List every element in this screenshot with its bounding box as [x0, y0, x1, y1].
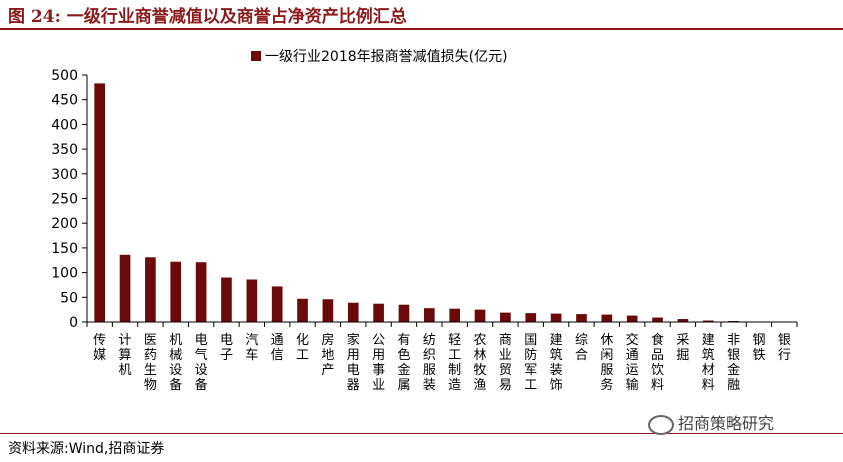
bar-0	[94, 83, 106, 322]
x-tick-label: 医药生物	[144, 333, 157, 393]
x-tick-label: 计算机	[119, 333, 132, 378]
x-tick-label: 汽车	[245, 333, 258, 363]
footer-divider	[0, 433, 843, 434]
bar-21	[626, 315, 638, 322]
bar-10	[347, 302, 359, 322]
y-tick-label: 50	[60, 290, 78, 306]
y-tick-label: 500	[51, 68, 78, 84]
figure-title: 图 24: 一级行业商誉减值以及商誉占净资产比例汇总	[8, 7, 407, 27]
bar-23	[677, 319, 689, 322]
x-tick-label: 钢铁	[752, 333, 765, 363]
y-tick-label: 350	[51, 142, 78, 158]
bar-6	[246, 279, 258, 322]
x-tick-label: 休闲服务	[600, 333, 613, 393]
y-tick-label: 400	[51, 117, 78, 133]
bar-7	[271, 286, 283, 322]
bar-13	[423, 308, 435, 322]
bar-3	[170, 261, 182, 322]
bar-1	[119, 254, 131, 322]
x-tick-label: 电子	[220, 333, 233, 363]
bar-12	[398, 304, 410, 322]
x-tick-label: 公用事业	[372, 333, 385, 393]
x-tick-label: 纺织服装	[423, 333, 436, 393]
legend-label: 一级行业2018年报商誉减值损失(亿元)	[265, 49, 508, 65]
bar-16	[500, 312, 511, 322]
y-tick-label: 100	[51, 266, 78, 282]
y-tick-label: 150	[51, 241, 78, 257]
bar-22	[652, 317, 663, 322]
x-tick-label: 交通运输	[626, 332, 639, 393]
x-tick-label: 有色金属	[397, 333, 410, 393]
bar-15	[474, 309, 486, 322]
y-tick-label: 250	[51, 192, 78, 208]
bar-chart: 一级行业2018年报商誉减值损失(亿元) 0 50 100 150 200 250 300 3…	[51, 49, 798, 393]
watermark: 招商策略研究	[648, 410, 774, 435]
x-tick-label: 通信	[271, 333, 284, 363]
y-tick-label: 200	[51, 216, 78, 232]
source-note: 资料来源:Wind,招商证券	[8, 441, 165, 457]
bar-20	[601, 314, 613, 322]
x-tick-label: 农林牧渔	[474, 333, 487, 393]
x-tick-label: 建筑装饰	[550, 333, 563, 393]
x-tick-label: 食品饮料	[651, 332, 664, 393]
legend-swatch	[251, 51, 261, 61]
x-tick-label: 采掘	[676, 333, 689, 363]
wechat-icon	[648, 414, 674, 435]
x-tick-label: 商业贸易	[499, 333, 512, 393]
bar-24	[702, 320, 714, 322]
bar-8	[297, 298, 308, 322]
x-tick-label: 家用电器	[347, 332, 360, 393]
bar-14	[449, 308, 461, 322]
y-tick-label: 300	[51, 167, 78, 183]
bars	[94, 83, 739, 322]
bar-4	[195, 262, 207, 322]
x-tick-label: 电气设备	[195, 333, 208, 393]
x-tick-label: 轻工制造	[448, 333, 461, 393]
x-tick-label: 国防军工	[524, 333, 537, 393]
y-tick-label: 450	[51, 93, 78, 109]
title-divider	[0, 28, 843, 30]
bar-9	[322, 299, 334, 322]
y-tick-label: 0	[69, 315, 78, 331]
x-tick-label: 房地产	[321, 332, 334, 378]
x-tick-label: 综合	[575, 333, 588, 363]
x-tick-label: 机械设备	[169, 333, 182, 393]
x-tick-label: 传媒	[93, 333, 106, 363]
x-tick-label: 非银金融	[727, 333, 740, 393]
x-axis: 传媒计算机医药生物机械设备电气设备电子汽车通信化工房地产家用电器公用事业有色金属…	[86, 321, 798, 393]
x-tick-label: 建筑材料	[702, 333, 715, 393]
x-tick-label: 银行	[778, 333, 791, 363]
bar-17	[525, 313, 537, 322]
bar-5	[221, 277, 232, 322]
legend: 一级行业2018年报商誉减值损失(亿元)	[251, 49, 508, 65]
watermark-text: 招商策略研究	[678, 414, 775, 433]
y-axis: 0 50 100 150 200 250 300 350 400 450 500	[51, 68, 88, 331]
bar-11	[373, 303, 384, 322]
bar-19	[576, 314, 587, 322]
bar-18	[550, 313, 562, 322]
bar-2	[145, 257, 156, 322]
x-tick-label: 化工	[296, 333, 309, 363]
